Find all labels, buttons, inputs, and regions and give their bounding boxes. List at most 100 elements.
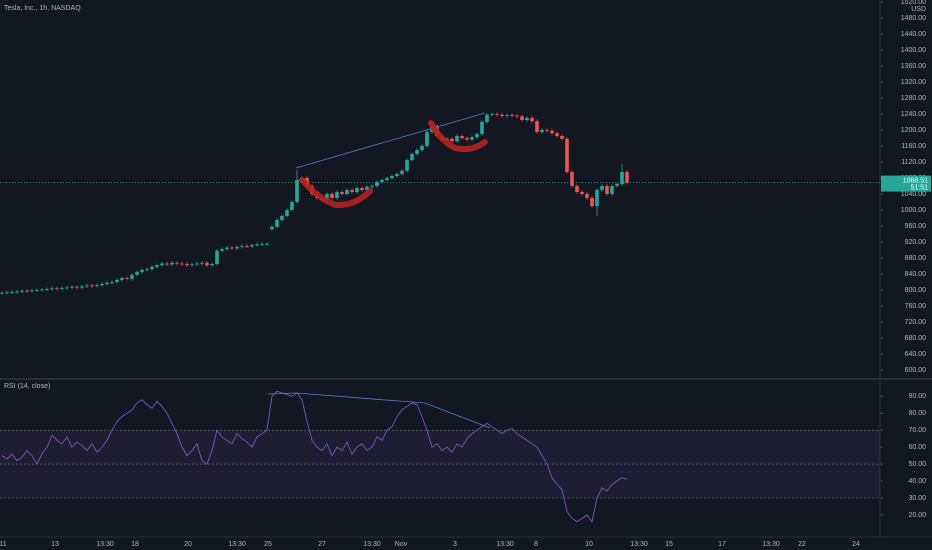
candle-body	[55, 288, 59, 290]
highlight-arc	[428, 120, 488, 153]
last-price-label: 1068.51	[903, 177, 928, 184]
candle-body	[365, 186, 369, 190]
candle-body	[155, 265, 159, 267]
candle-body	[235, 246, 239, 249]
x-tick-label: 22	[798, 541, 806, 548]
y-tick-label: 1040.00	[901, 191, 926, 198]
x-tick-label: 27	[318, 541, 326, 548]
candle-body	[340, 192, 344, 194]
x-tick-label: 20	[184, 541, 192, 548]
x-tick-label: 3	[453, 541, 457, 548]
candle-body	[5, 292, 9, 294]
candle-body	[295, 180, 299, 202]
x-tick-label: 25	[264, 541, 272, 548]
candle-body	[555, 133, 559, 136]
candle-body	[425, 132, 429, 146]
y-tick-label: 1360.00	[901, 63, 926, 70]
candle-body	[130, 274, 134, 279]
candle-body	[270, 226, 274, 230]
candle-body	[215, 250, 219, 264]
candle-body	[250, 245, 254, 247]
candle-body	[500, 114, 504, 116]
candle-body	[530, 118, 534, 122]
candle-body	[495, 114, 499, 115]
y-tick-label: 880.00	[905, 255, 927, 262]
y-tick-label: 1120.00	[901, 159, 926, 166]
candle-body	[220, 249, 224, 251]
candle-body	[400, 170, 404, 174]
candle-body	[30, 290, 34, 292]
candle-body	[35, 290, 39, 291]
candle-body	[110, 282, 114, 283]
candle-body	[470, 137, 474, 140]
candle-body	[375, 182, 379, 186]
x-tick-label: 17	[718, 541, 726, 548]
candle-body	[135, 272, 139, 275]
candle-body	[45, 289, 49, 290]
candle-body	[615, 184, 619, 186]
candle-body	[585, 194, 589, 198]
candle-body	[335, 192, 339, 198]
candle-body	[455, 136, 459, 142]
candle-body	[480, 122, 484, 134]
candle-body	[465, 138, 469, 140]
candle-body	[165, 263, 169, 265]
candle-body	[515, 115, 519, 117]
rsi-trend-line	[267, 392, 491, 429]
candle-body	[390, 176, 394, 178]
candle-body	[90, 285, 94, 287]
rsi-pane	[0, 390, 883, 523]
y-tick-label: 760.00	[905, 303, 927, 310]
x-tick-label: 24	[852, 541, 860, 548]
x-tick-label: 8	[534, 541, 538, 548]
y-tick-label: 80.00	[908, 410, 926, 417]
candle-body	[595, 190, 599, 206]
candle-body	[180, 263, 184, 265]
candle-body	[40, 289, 44, 291]
candle-body	[145, 269, 149, 270]
y-tick-label: 40.00	[908, 478, 926, 485]
candle-body	[395, 174, 399, 176]
candle-body	[10, 292, 14, 293]
candle-body	[325, 194, 329, 200]
candle-body	[330, 194, 334, 198]
candle-body	[195, 263, 199, 265]
candle-body	[520, 116, 524, 120]
candle-body	[170, 262, 174, 265]
candle-body	[185, 264, 189, 266]
candle-body	[105, 282, 109, 284]
candle-body	[625, 172, 629, 183]
y-tick-label: 30.00	[908, 495, 926, 502]
candle-body	[345, 190, 349, 194]
y-tick-label: 70.00	[908, 427, 926, 434]
candle-body	[100, 284, 104, 286]
rsi-line	[1, 390, 628, 523]
candle-body	[25, 290, 29, 292]
candle-body	[240, 246, 244, 247]
x-tick-label: 13:30	[363, 541, 381, 548]
candle-body	[75, 286, 79, 288]
candle-body	[565, 138, 569, 172]
x-tick-label: 13:30	[496, 541, 514, 548]
x-tick-label: 15	[665, 541, 673, 548]
candle-body	[355, 188, 359, 192]
candle-body	[580, 192, 584, 194]
candle-body	[15, 291, 19, 293]
y-tick-label: 1440.00	[901, 31, 926, 38]
candle-body	[0, 292, 4, 294]
x-tick-label: 11	[0, 541, 7, 548]
y-tick-label: 840.00	[905, 271, 927, 278]
candle-body	[150, 266, 154, 270]
symbol-title: Tesla, Inc., 1h, NASDAQ	[4, 5, 81, 12]
candle-body	[60, 288, 64, 289]
y-tick-label: 600.00	[905, 367, 927, 374]
x-tick-label: 13	[51, 541, 59, 548]
candle-body	[505, 115, 509, 116]
candle-body	[475, 134, 479, 138]
candle-body	[200, 262, 204, 264]
y-tick-label: 60.00	[908, 444, 926, 451]
candle-body	[245, 246, 249, 247]
candle-body	[540, 130, 544, 132]
price-pane	[0, 1, 883, 371]
